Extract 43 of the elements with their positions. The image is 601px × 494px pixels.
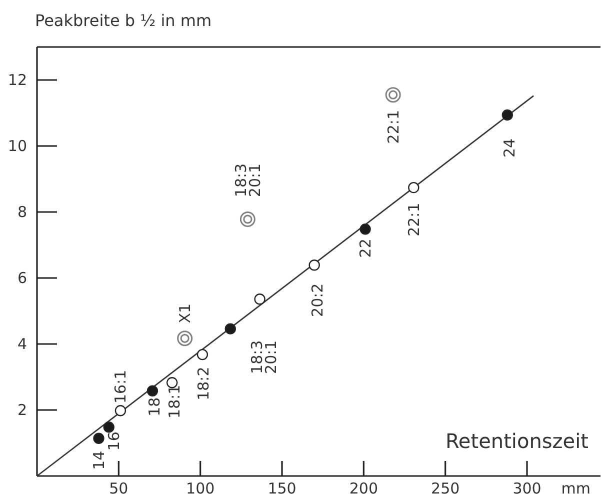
annotation: 18:3 20:1 [248, 340, 280, 374]
x-axis-title: Retentionszeit [445, 429, 589, 453]
y-axis-title: Peakbreite b ½ in mm [35, 11, 212, 30]
y-tick-label: 6 [17, 268, 27, 287]
annotation: 16 [105, 432, 124, 451]
point [308, 260, 320, 271]
x-tick-label: 200 [349, 480, 378, 494]
point [254, 294, 266, 305]
annotation: X1 [176, 303, 194, 324]
x-tick-label: 150 [268, 480, 296, 494]
annotation: 22 [356, 238, 375, 258]
annotation: 18 [146, 397, 164, 416]
point [196, 348, 208, 360]
point [240, 212, 256, 228]
point [502, 109, 513, 121]
point [103, 422, 114, 433]
point [385, 87, 401, 103]
annotation: 22:1 [384, 110, 402, 144]
x-tick-label: 250 [431, 480, 460, 494]
point [177, 330, 193, 346]
x-tick-label: 100 [186, 480, 215, 494]
point [360, 224, 371, 235]
point [224, 323, 236, 334]
annotation: 18:1 [165, 384, 184, 418]
point [408, 182, 420, 194]
annotation: 16:1 [112, 370, 130, 404]
annotation: 20:2 [308, 283, 327, 317]
text: mm [561, 480, 590, 494]
point [114, 405, 126, 416]
y-tick-label: 12 [8, 70, 27, 89]
annotation: 24 [500, 138, 519, 158]
annotation: 22:1 [404, 202, 423, 236]
y-tick-label: 10 [8, 136, 27, 155]
annotation: 18:2 [194, 366, 213, 400]
y-tick-label: 8 [17, 202, 27, 221]
point [146, 385, 158, 396]
annotation: 18:3 20:1 [232, 163, 264, 198]
annotation: 14 [90, 450, 108, 470]
y-tick-label: 2 [17, 400, 27, 419]
x-tick-label: 50 [109, 480, 128, 494]
x-tick-label: 300 [512, 480, 542, 494]
point [93, 432, 104, 444]
y-tick-label: 4 [17, 334, 27, 353]
